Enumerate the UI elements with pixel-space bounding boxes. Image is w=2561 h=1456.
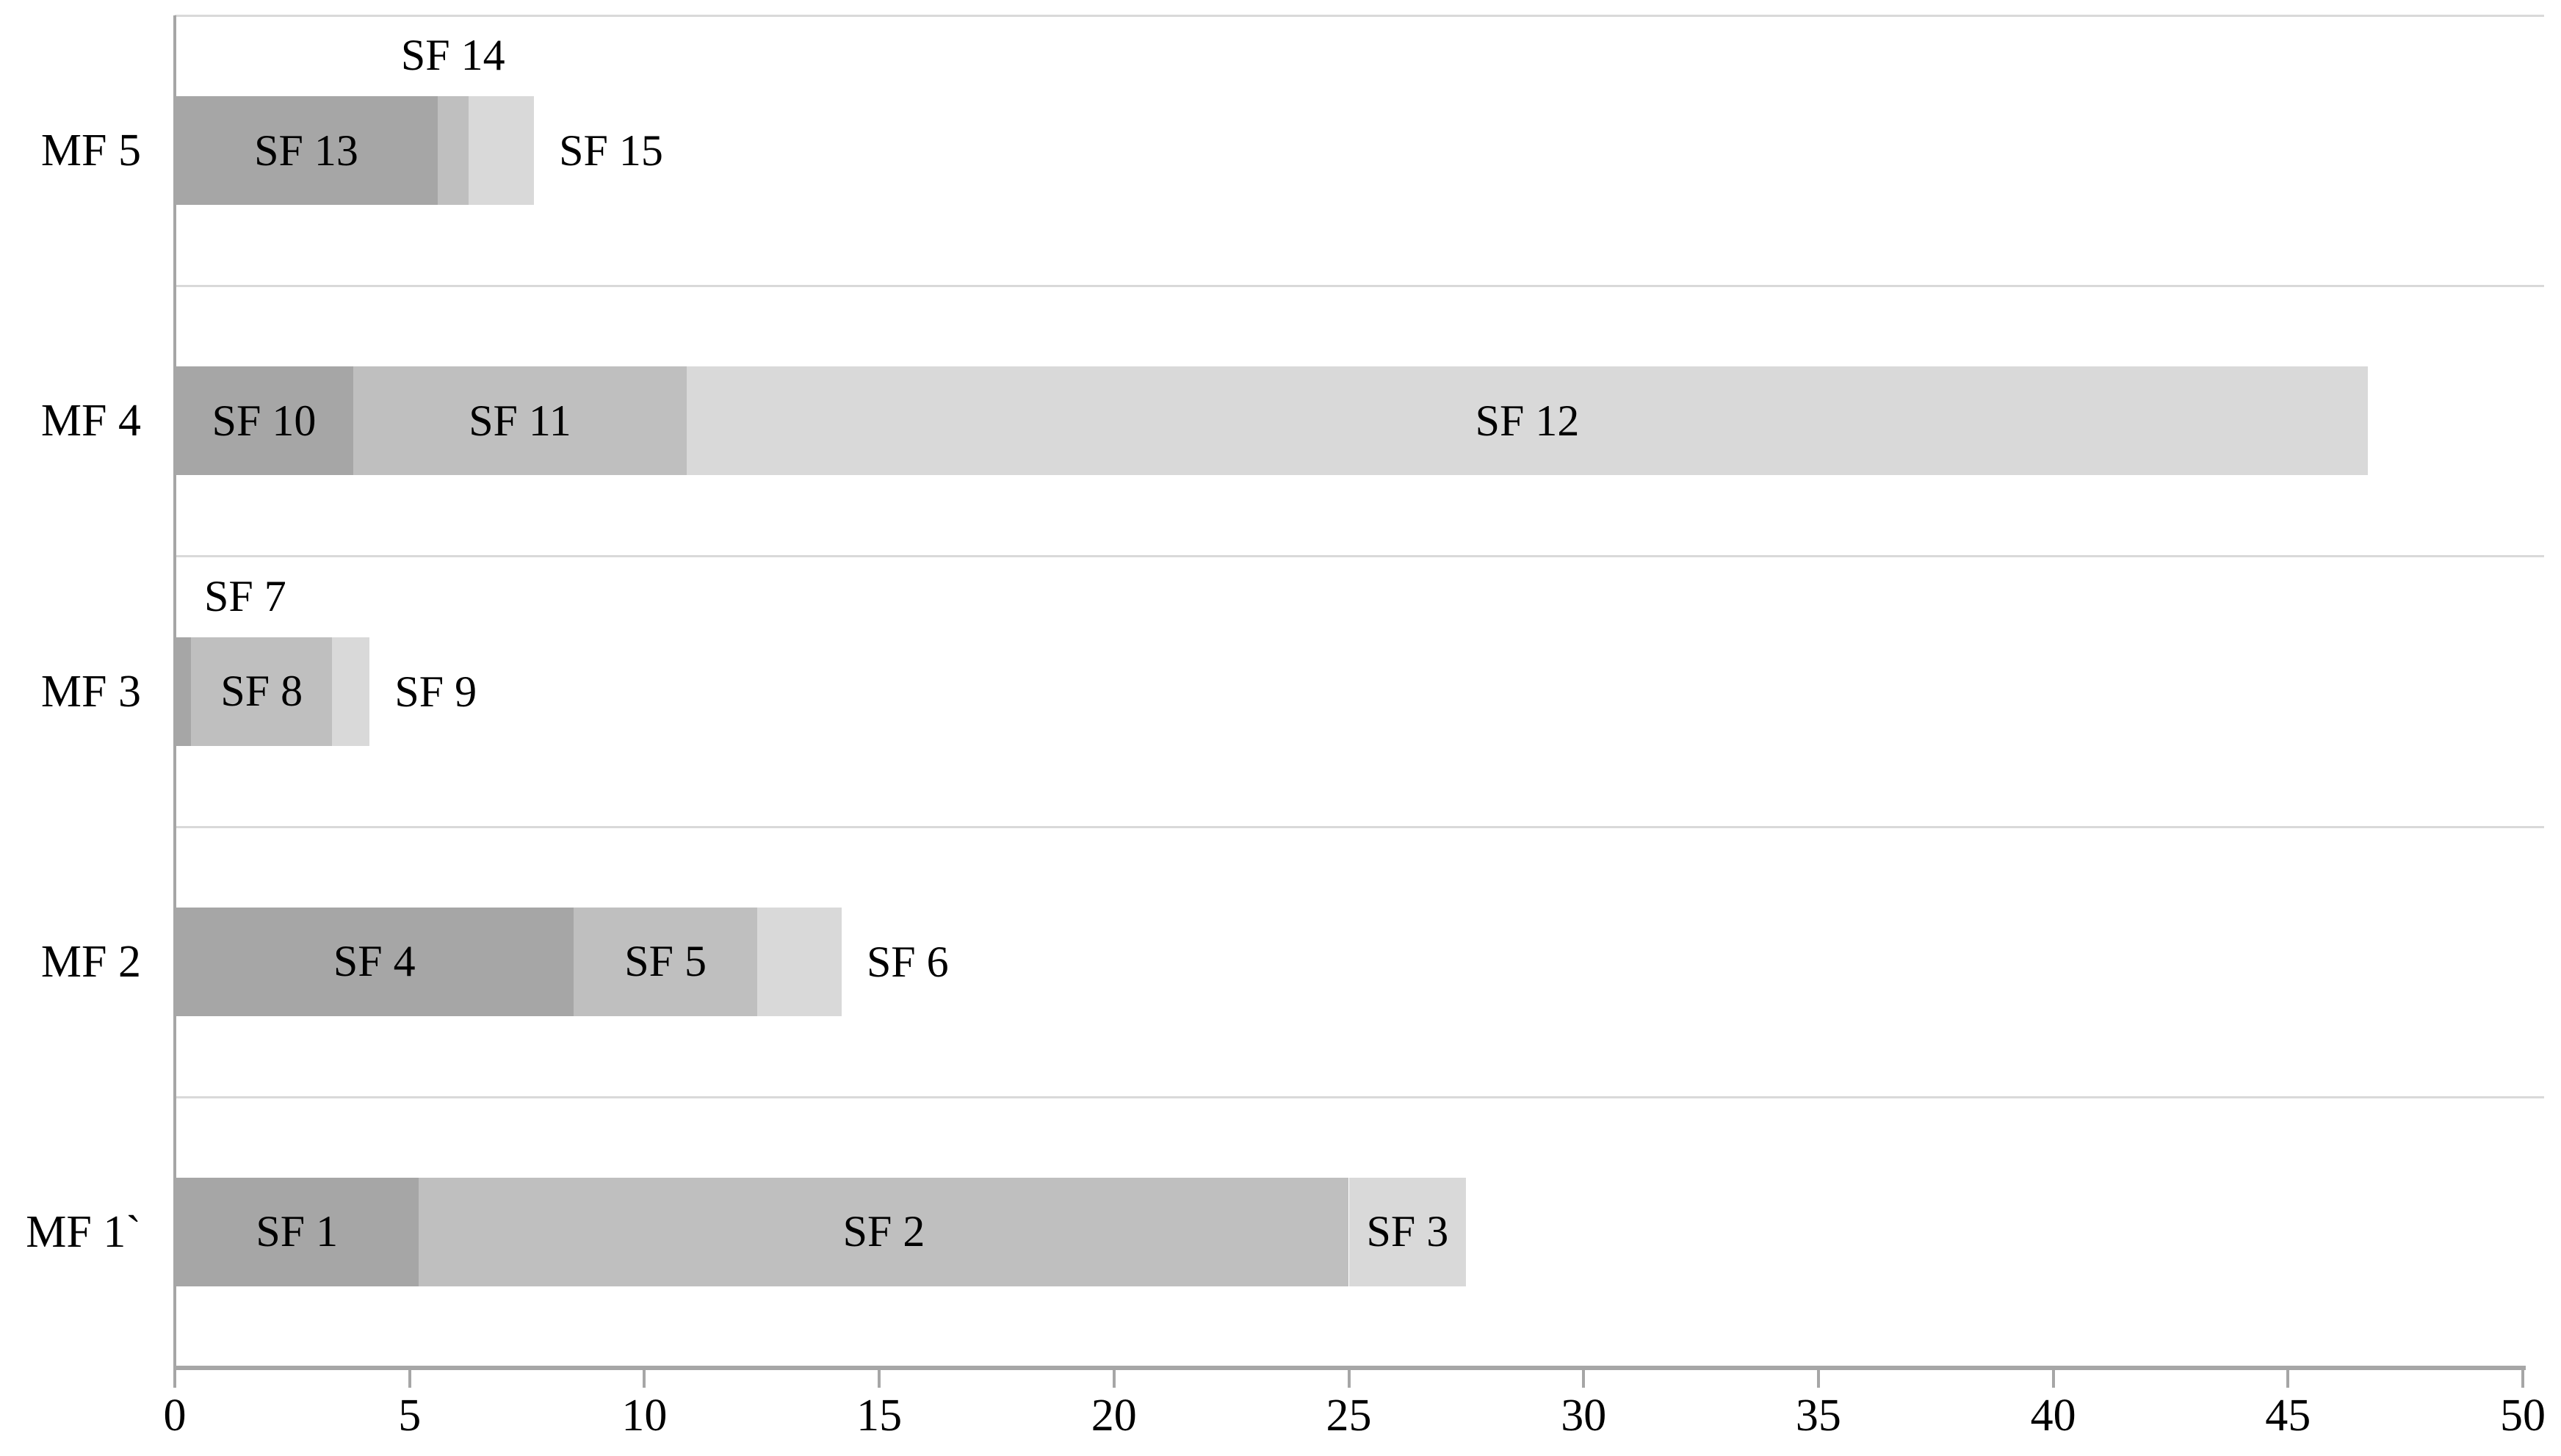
segment-label-sf-11: SF 11 [469, 396, 571, 445]
x-axis-tick-label: 30 [1561, 1391, 1607, 1441]
bar-segment-sf-2: SF 2 [419, 1177, 1349, 1286]
bar-segment-sf-3: SF 3 [1348, 1177, 1467, 1286]
y-axis-line [173, 15, 176, 1383]
x-axis-tick-label: 10 [621, 1391, 668, 1441]
x-axis-tick-label: 25 [1326, 1391, 1372, 1441]
bar-segment-sf-10: SF 10 [175, 366, 353, 476]
segment-label-sf-13: SF 13 [254, 126, 358, 175]
segment-label-sf-14: SF 14 [400, 31, 505, 80]
x-axis-tick [1582, 1370, 1586, 1388]
gridline [175, 285, 2544, 288]
bar-segment-sf-8: SF 8 [191, 637, 333, 746]
x-axis-tick-label: 50 [2500, 1391, 2546, 1441]
x-axis-tick [2521, 1370, 2524, 1388]
x-axis-tick [878, 1370, 881, 1388]
bar-segment-sf-1: SF 1 [175, 1177, 419, 1286]
x-axis-tick-label: 5 [398, 1391, 422, 1441]
segment-label-sf-6: SF 6 [866, 937, 949, 986]
x-axis-tick [643, 1370, 646, 1388]
bar-segment-sf-15 [468, 96, 535, 206]
x-axis-tick [1347, 1370, 1351, 1388]
bar-segment-sf-12: SF 12 [686, 366, 2368, 476]
bar-segment-sf-9 [332, 637, 370, 746]
bar-segment-sf-11: SF 11 [353, 366, 687, 476]
x-axis-tick-label: 35 [1795, 1391, 1841, 1441]
segment-label-sf-3: SF 3 [1366, 1207, 1449, 1256]
segment-label-sf-9: SF 9 [394, 667, 477, 716]
bar-segment-sf-14 [438, 96, 469, 206]
bar-segment-sf-4: SF 4 [175, 907, 574, 1016]
segment-label-sf-1: SF 1 [256, 1207, 339, 1256]
bar-segment-sf-5: SF 5 [574, 907, 757, 1016]
x-axis-tick [2051, 1370, 2055, 1388]
x-axis-tick [1816, 1370, 1820, 1388]
category-label-mf-5: MF 5 [40, 126, 141, 176]
segment-label-sf-5: SF 5 [624, 937, 707, 986]
x-axis-tick-label: 20 [1091, 1391, 1137, 1441]
category-label-mf-2: MF 2 [40, 936, 141, 987]
segment-label-sf-7: SF 7 [204, 571, 286, 620]
bar-segment-sf-6 [756, 907, 842, 1016]
x-axis-tick [173, 1370, 176, 1388]
x-axis-line [173, 1366, 2526, 1370]
segment-label-sf-12: SF 12 [1475, 396, 1580, 445]
segment-label-sf-4: SF 4 [333, 937, 416, 986]
x-axis-tick-label: 45 [2265, 1391, 2311, 1441]
gridline [175, 1095, 2544, 1098]
gridline [175, 555, 2544, 558]
category-label-mf-4: MF 4 [40, 396, 141, 446]
x-axis-tick-label: 0 [163, 1391, 187, 1441]
bar-segment-sf-13: SF 13 [175, 96, 438, 206]
gridline [175, 825, 2544, 828]
category-label-mf-1: MF 1` [26, 1206, 141, 1257]
x-axis-tick [2286, 1370, 2290, 1388]
x-axis-tick-label: 15 [856, 1391, 903, 1441]
x-axis-tick [1112, 1370, 1116, 1388]
segment-label-sf-10: SF 10 [212, 396, 317, 445]
category-label-mf-3: MF 3 [40, 666, 141, 717]
gridline [175, 15, 2544, 17]
segment-label-sf-2: SF 2 [842, 1207, 925, 1256]
segment-label-sf-8: SF 8 [220, 667, 303, 715]
x-axis-tick-label: 40 [2030, 1391, 2076, 1441]
segment-label-sf-15: SF 15 [559, 126, 663, 175]
x-axis-tick [408, 1370, 411, 1388]
bar-segment-sf-7 [175, 637, 192, 746]
